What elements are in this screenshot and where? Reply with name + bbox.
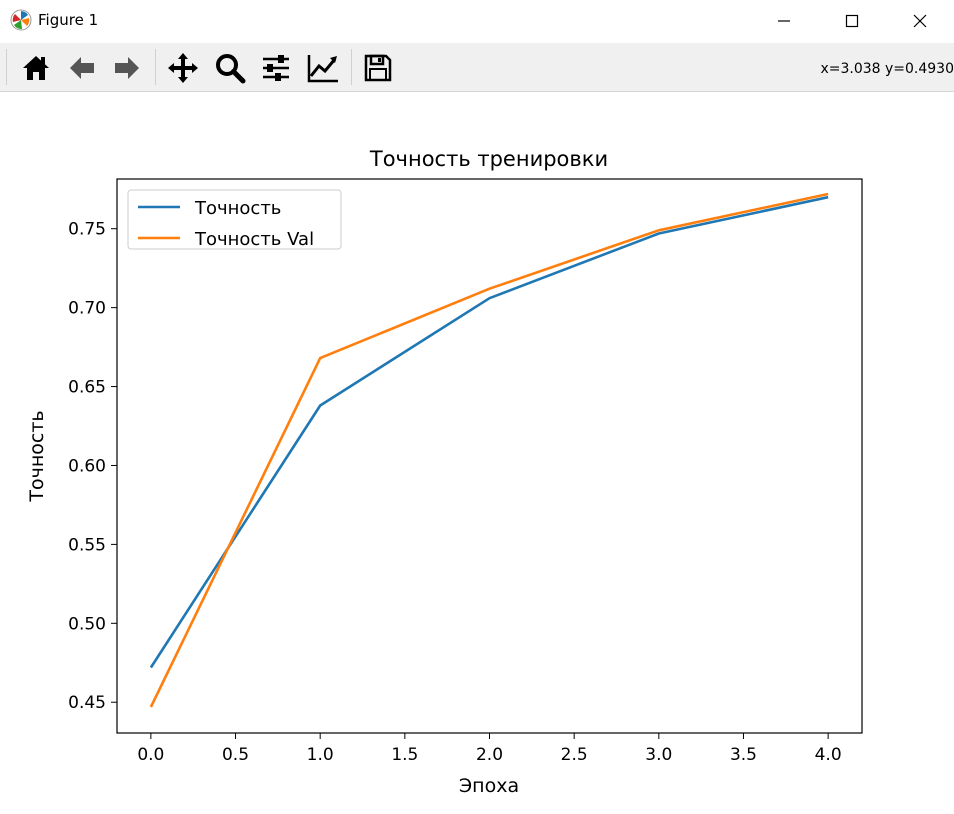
forward-button[interactable]: [110, 51, 144, 85]
save-button[interactable]: [361, 51, 395, 85]
x-axis: 0.0 0.5 1.0 1.5 2.0 2.5 3.0 3.5 4.0: [137, 733, 842, 765]
minimize-icon: [778, 20, 790, 22]
pan-icon: [168, 53, 198, 83]
legend-label: Точность Val: [194, 229, 314, 250]
configure-subplots-button[interactable]: [259, 51, 293, 85]
line-chart: Точность тренировки 0.0 0.5 1.0 1.5 2.0 2.5 3.…: [26, 147, 863, 797]
x-tick-label: 2.5: [561, 745, 588, 765]
legend-label: Точность: [194, 198, 281, 219]
y-axis-label: Точность: [26, 410, 48, 502]
series-line-2: [149, 192, 829, 708]
toolbar-separator: [6, 49, 7, 85]
x-axis-label: Эпоха: [459, 775, 519, 797]
zoom-icon: [216, 54, 246, 84]
x-tick-label: 0.0: [137, 745, 164, 765]
maximize-icon: [845, 14, 859, 28]
series-line-1: [149, 195, 829, 669]
home-button[interactable]: [19, 51, 53, 85]
matplotlib-logo-icon: [10, 9, 32, 31]
pan-button[interactable]: [166, 51, 200, 85]
x-tick-label: 4.0: [815, 745, 842, 765]
x-tick-label: 1.0: [307, 745, 334, 765]
navigation-toolbar: x=3.038 y=0.4930: [0, 43, 954, 92]
legend-box: [127, 189, 342, 250]
configure-subplots-icon: [263, 55, 289, 81]
y-tick-label: 0.70: [68, 299, 106, 319]
y-axis: 0.45 0.50 0.55 0.60 0.65 0.70 0.75: [68, 220, 117, 713]
y-tick-label: 0.60: [68, 456, 106, 476]
y-tick-label: 0.75: [68, 220, 106, 240]
x-tick-label: 3.0: [645, 745, 672, 765]
y-tick-label: 0.50: [68, 614, 106, 634]
back-button[interactable]: [65, 51, 99, 85]
legend: Точность Точность Val: [127, 189, 342, 250]
series-lines: [149, 192, 829, 708]
toolbar-separator: [351, 49, 352, 85]
save-icon: [364, 54, 392, 82]
zoom-button[interactable]: [213, 51, 247, 85]
minimize-button[interactable]: [750, 0, 818, 42]
back-arrow-icon: [70, 57, 94, 79]
home-icon: [23, 56, 49, 80]
window-title: Figure 1: [38, 11, 99, 29]
close-button[interactable]: [886, 0, 954, 42]
title-bar: Figure 1: [0, 0, 954, 42]
cursor-coordinates: x=3.038 y=0.4930: [820, 61, 954, 77]
y-tick-label: 0.55: [68, 535, 106, 555]
y-tick-label: 0.65: [68, 378, 106, 398]
figure-canvas[interactable]: Точность тренировки 0.0 0.5 1.0 1.5 2.0 2.5 3.…: [0, 92, 954, 810]
toolbar-separator: [155, 49, 156, 85]
maximize-button[interactable]: [818, 0, 886, 42]
x-tick-label: 3.5: [730, 745, 757, 765]
x-tick-label: 1.5: [391, 745, 418, 765]
x-tick-label: 0.5: [222, 745, 249, 765]
edit-axis-button[interactable]: [306, 51, 340, 85]
forward-arrow-icon: [115, 57, 139, 79]
y-tick-label: 0.45: [68, 693, 106, 713]
edit-axis-icon: [307, 55, 338, 83]
plot-area: [116, 178, 863, 734]
chart-title: Точность тренировки: [369, 147, 608, 171]
x-tick-label: 2.0: [476, 745, 503, 765]
close-icon: [913, 14, 927, 28]
